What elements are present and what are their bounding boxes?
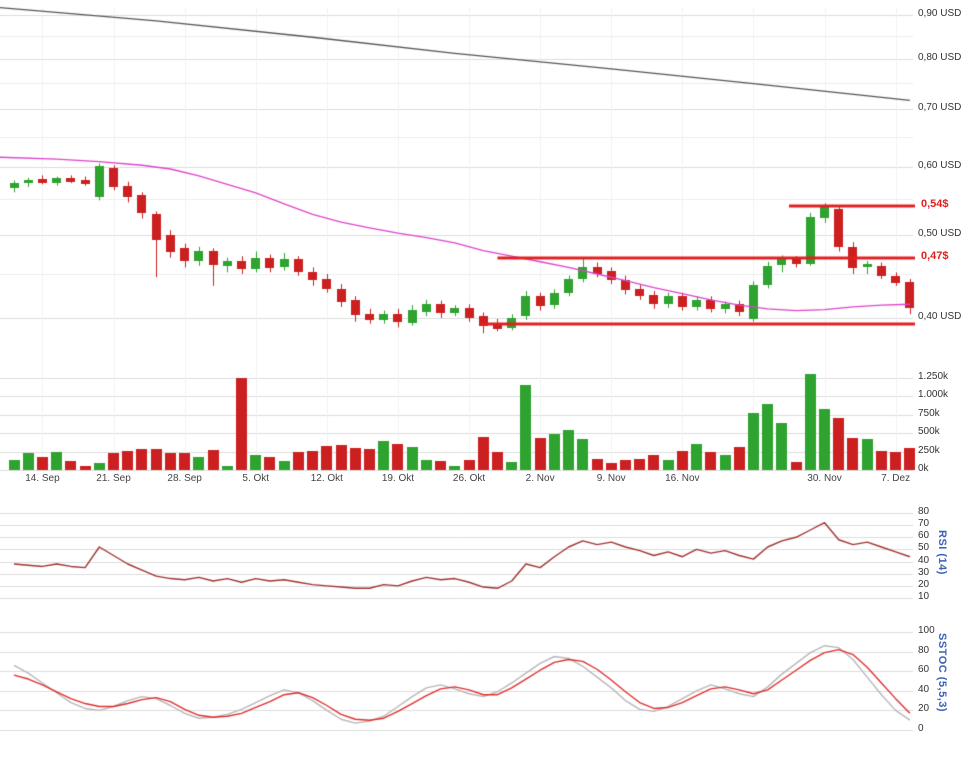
sstoc-panel-label: SSTOC (5,5,3) <box>936 633 948 713</box>
rsi-panel-label: RSI (14) <box>936 530 948 575</box>
